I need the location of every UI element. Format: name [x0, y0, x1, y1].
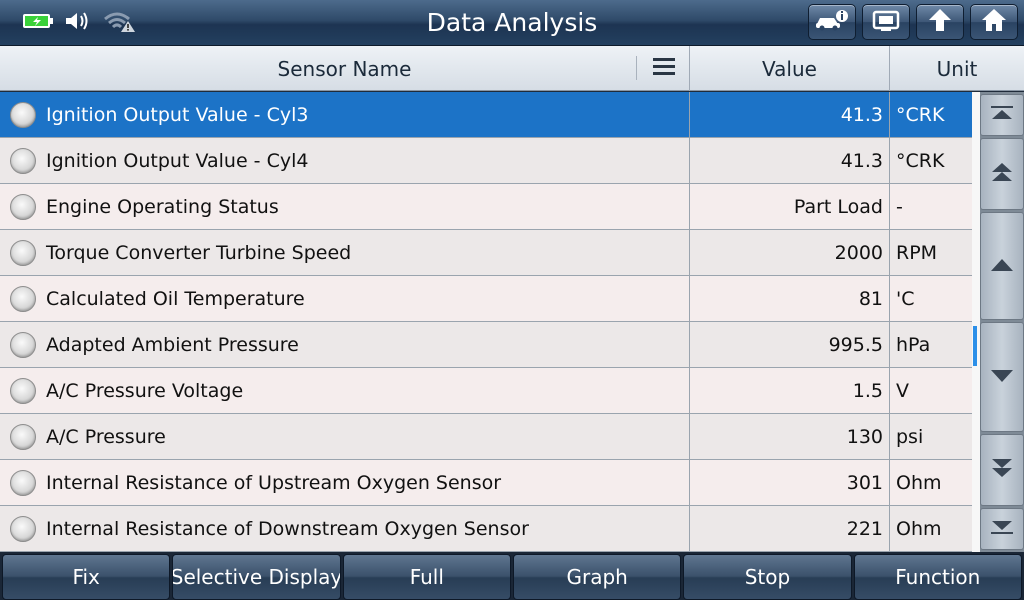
row-radio-icon[interactable] — [10, 377, 36, 404]
speaker-icon — [64, 10, 92, 32]
function-button[interactable]: Function — [853, 554, 1022, 600]
sensor-table: Ignition Output Value - Cyl3 41.3 °CRK I… — [0, 92, 972, 552]
sensor-name: Internal Resistance of Upstream Oxygen S… — [46, 471, 502, 494]
battery-charging-icon — [22, 12, 54, 30]
sensor-unit: hPa — [896, 333, 931, 356]
sensor-value: 995.5 — [690, 322, 890, 367]
arrow-up-icon — [990, 257, 1014, 276]
row-radio-icon[interactable] — [10, 515, 36, 542]
sensor-value: 41.3 — [690, 138, 890, 183]
title-bar: Data Analysis — [0, 0, 1024, 46]
table-row[interactable]: Calculated Oil Temperature 81 'C — [0, 276, 972, 322]
table-row[interactable]: Internal Resistance of Downstream Oxygen… — [0, 506, 972, 552]
sensor-value: 221 — [690, 506, 890, 551]
sensor-value: 301 — [690, 460, 890, 505]
column-header-unit: Unit — [890, 46, 1024, 91]
sensor-value: 2000 — [690, 230, 890, 275]
sensor-unit: - — [896, 195, 903, 218]
table-row[interactable]: Torque Converter Turbine Speed 2000 RPM — [0, 230, 972, 276]
back-button[interactable] — [916, 4, 964, 40]
sensor-unit: 'C — [896, 287, 915, 310]
car-info-icon — [814, 8, 850, 36]
sensor-name: Calculated Oil Temperature — [46, 287, 305, 310]
sensor-value: 41.3 — [690, 92, 890, 137]
header-divider — [636, 56, 637, 80]
sensor-name: A/C Pressure Voltage — [46, 379, 244, 402]
scroll-to-bottom-icon — [990, 519, 1014, 539]
sensor-unit: Ohm — [896, 471, 942, 494]
print-button[interactable] — [862, 4, 910, 40]
sensor-unit: V — [896, 379, 909, 402]
table-row[interactable]: A/C Pressure 130 psi — [0, 414, 972, 460]
home-icon — [980, 7, 1008, 37]
table-row[interactable]: Internal Resistance of Upstream Oxygen S… — [0, 460, 972, 506]
sensor-name: Engine Operating Status — [46, 195, 279, 218]
row-radio-icon[interactable] — [10, 101, 36, 128]
table-row[interactable]: Ignition Output Value - Cyl4 41.3 °CRK — [0, 138, 972, 184]
scroll-buttons — [980, 92, 1024, 552]
wifi-warning-icon — [102, 9, 136, 33]
menu-icon[interactable] — [653, 58, 675, 78]
sensor-name: Internal Resistance of Downstream Oxygen… — [46, 517, 529, 540]
row-radio-icon[interactable] — [10, 423, 36, 450]
row-radio-icon[interactable] — [10, 469, 36, 496]
scrollbar-track[interactable] — [972, 92, 980, 552]
nav-buttons — [808, 4, 1018, 40]
status-icons — [22, 8, 136, 34]
row-radio-icon[interactable] — [10, 147, 36, 174]
table-row[interactable]: Adapted Ambient Pressure 995.5 hPa — [0, 322, 972, 368]
row-radio-icon[interactable] — [10, 193, 36, 220]
row-radio-icon[interactable] — [10, 239, 36, 266]
column-header-label: Unit — [936, 56, 978, 81]
sensor-name: Ignition Output Value - Cyl4 — [46, 149, 309, 172]
double-chevron-up-icon — [990, 161, 1014, 187]
back-up-arrow-icon — [926, 7, 954, 37]
row-radio-icon[interactable] — [10, 285, 36, 312]
sensor-value: 130 — [690, 414, 890, 459]
full-button[interactable]: Full — [342, 554, 511, 600]
fix-button[interactable]: Fix — [2, 554, 171, 600]
sensor-unit: psi — [896, 425, 924, 448]
scroll-bottom-button[interactable] — [980, 508, 1024, 550]
selective-display-button[interactable]: Selective Display — [172, 554, 341, 600]
table-header: Sensor Name Value Unit — [0, 46, 1024, 91]
column-header-label: Sensor Name — [277, 56, 412, 81]
sensor-unit: °CRK — [896, 103, 945, 126]
sensor-name: Ignition Output Value - Cyl3 — [46, 103, 309, 126]
row-radio-icon[interactable] — [10, 331, 36, 358]
page-title: Data Analysis — [426, 8, 598, 37]
page-down-button[interactable] — [980, 434, 1024, 506]
sensor-name: Adapted Ambient Pressure — [46, 333, 299, 356]
scroll-up-button[interactable] — [980, 212, 1024, 320]
graph-button[interactable]: Graph — [512, 554, 682, 600]
print-icon — [871, 8, 901, 36]
sensor-name: A/C Pressure — [46, 425, 166, 448]
column-header-sensor-name[interactable]: Sensor Name — [0, 46, 690, 91]
sensor-value: 1.5 — [690, 368, 890, 413]
column-header-value: Value — [690, 46, 890, 91]
home-button[interactable] — [970, 4, 1018, 40]
sensor-unit: °CRK — [896, 149, 945, 172]
column-header-label: Value — [762, 56, 817, 81]
sensor-value: Part Load — [690, 184, 890, 229]
scroll-to-top-icon — [990, 105, 1014, 125]
table-row[interactable]: Engine Operating Status Part Load - — [0, 184, 972, 230]
stop-button[interactable]: Stop — [683, 554, 852, 600]
scrollbar-thumb[interactable] — [973, 326, 977, 366]
sensor-name: Torque Converter Turbine Speed — [46, 241, 352, 264]
scroll-top-button[interactable] — [980, 94, 1024, 136]
double-chevron-down-icon — [990, 457, 1014, 483]
table-row[interactable]: A/C Pressure Voltage 1.5 V — [0, 368, 972, 414]
sensor-value: 81 — [690, 276, 890, 321]
arrow-down-icon — [990, 368, 1014, 387]
sensor-unit: RPM — [896, 241, 938, 264]
scroll-down-button[interactable] — [980, 322, 1024, 432]
bottom-toolbar: Fix Selective Display Full Graph Stop Fu… — [0, 552, 1024, 600]
page-up-button[interactable] — [980, 138, 1024, 210]
table-row[interactable]: Ignition Output Value - Cyl3 41.3 °CRK — [0, 92, 972, 138]
sensor-unit: Ohm — [896, 517, 942, 540]
vehicle-info-button[interactable] — [808, 4, 856, 40]
